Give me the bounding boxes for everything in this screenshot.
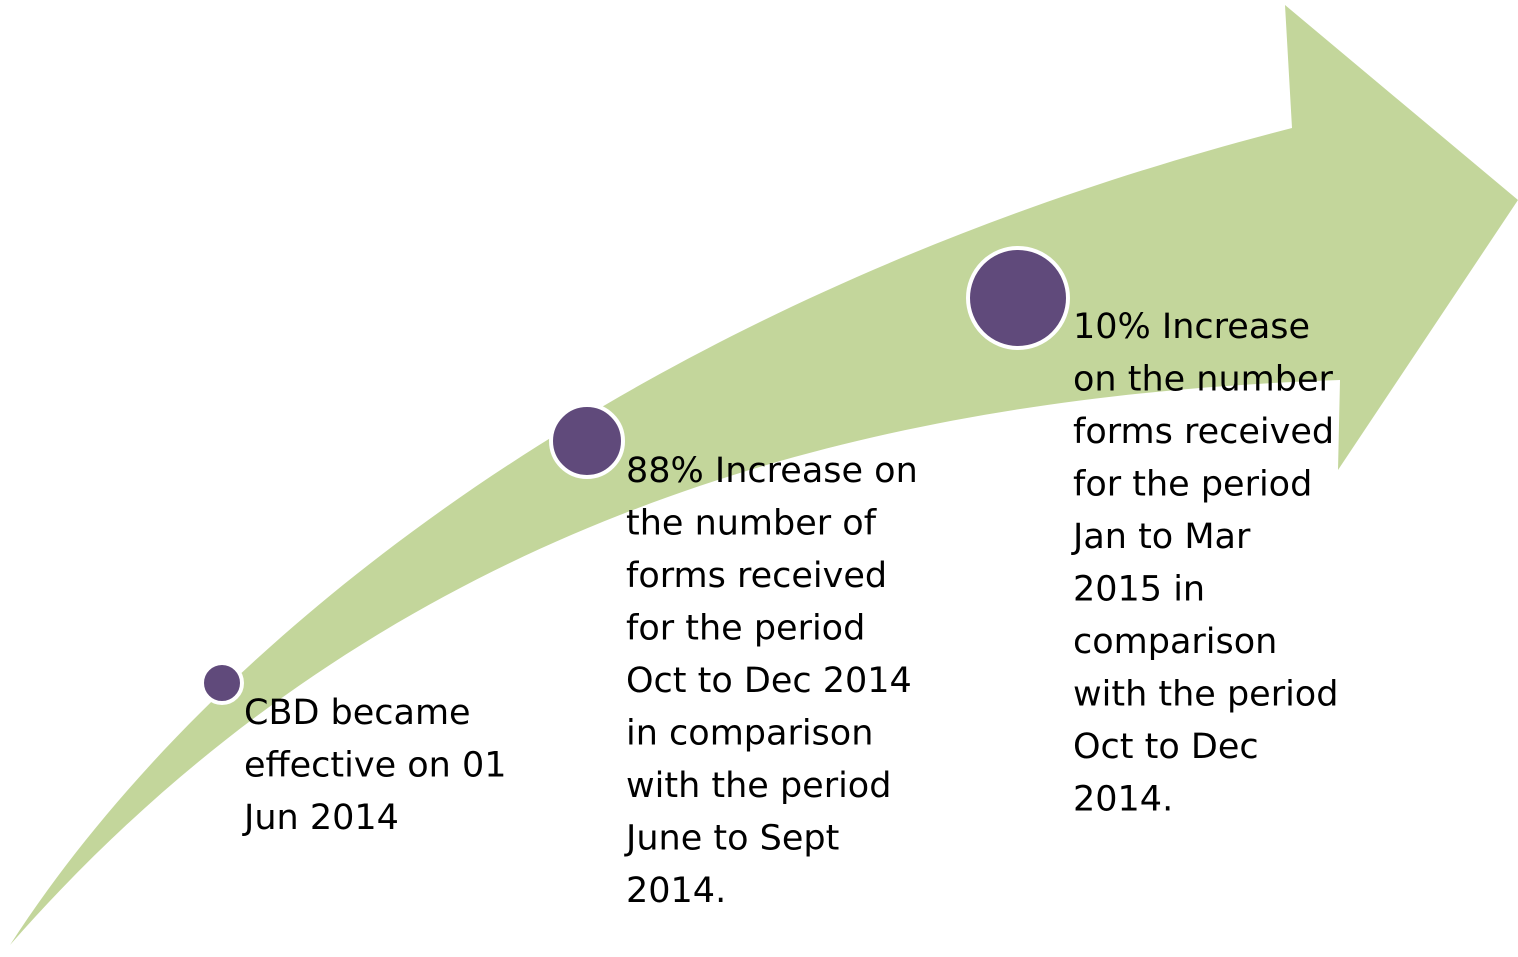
milestone-text: Jan to Mar	[1071, 517, 1251, 557]
milestone-text: 2015 in	[1073, 570, 1205, 610]
milestone-text: forms received	[1073, 412, 1334, 452]
milestone-text: for the period	[626, 609, 865, 649]
milestone-text: forms received	[626, 556, 887, 596]
milestone-text: Oct to Dec	[1073, 727, 1259, 767]
milestone-text: Oct to Dec 2014	[626, 661, 912, 701]
milestone-text: Jun 2014	[242, 798, 399, 838]
milestone-text: June to Sept	[624, 819, 839, 859]
milestone-dot	[200, 661, 244, 705]
milestone-text: 88% Increase on	[626, 451, 918, 491]
milestone-text: effective on 01	[244, 746, 507, 786]
milestone-text: CBD became	[244, 693, 471, 733]
milestone-text: 2014.	[626, 871, 726, 911]
milestone-text: the number of	[626, 504, 877, 544]
milestone-text: comparison	[1073, 622, 1277, 662]
milestone-text: with the period	[1073, 675, 1338, 715]
milestone-text: for the period	[1073, 465, 1312, 505]
milestone-text: on the number	[1073, 360, 1333, 400]
milestone-text: 2014.	[1073, 780, 1173, 820]
milestone-dot	[549, 403, 625, 479]
milestone-text: with the period	[626, 766, 891, 806]
upward-arrow	[10, 5, 1518, 945]
milestone-dot	[966, 246, 1070, 350]
milestone-text: 10% Increase	[1073, 307, 1310, 347]
milestone-text: in comparison	[626, 714, 873, 754]
